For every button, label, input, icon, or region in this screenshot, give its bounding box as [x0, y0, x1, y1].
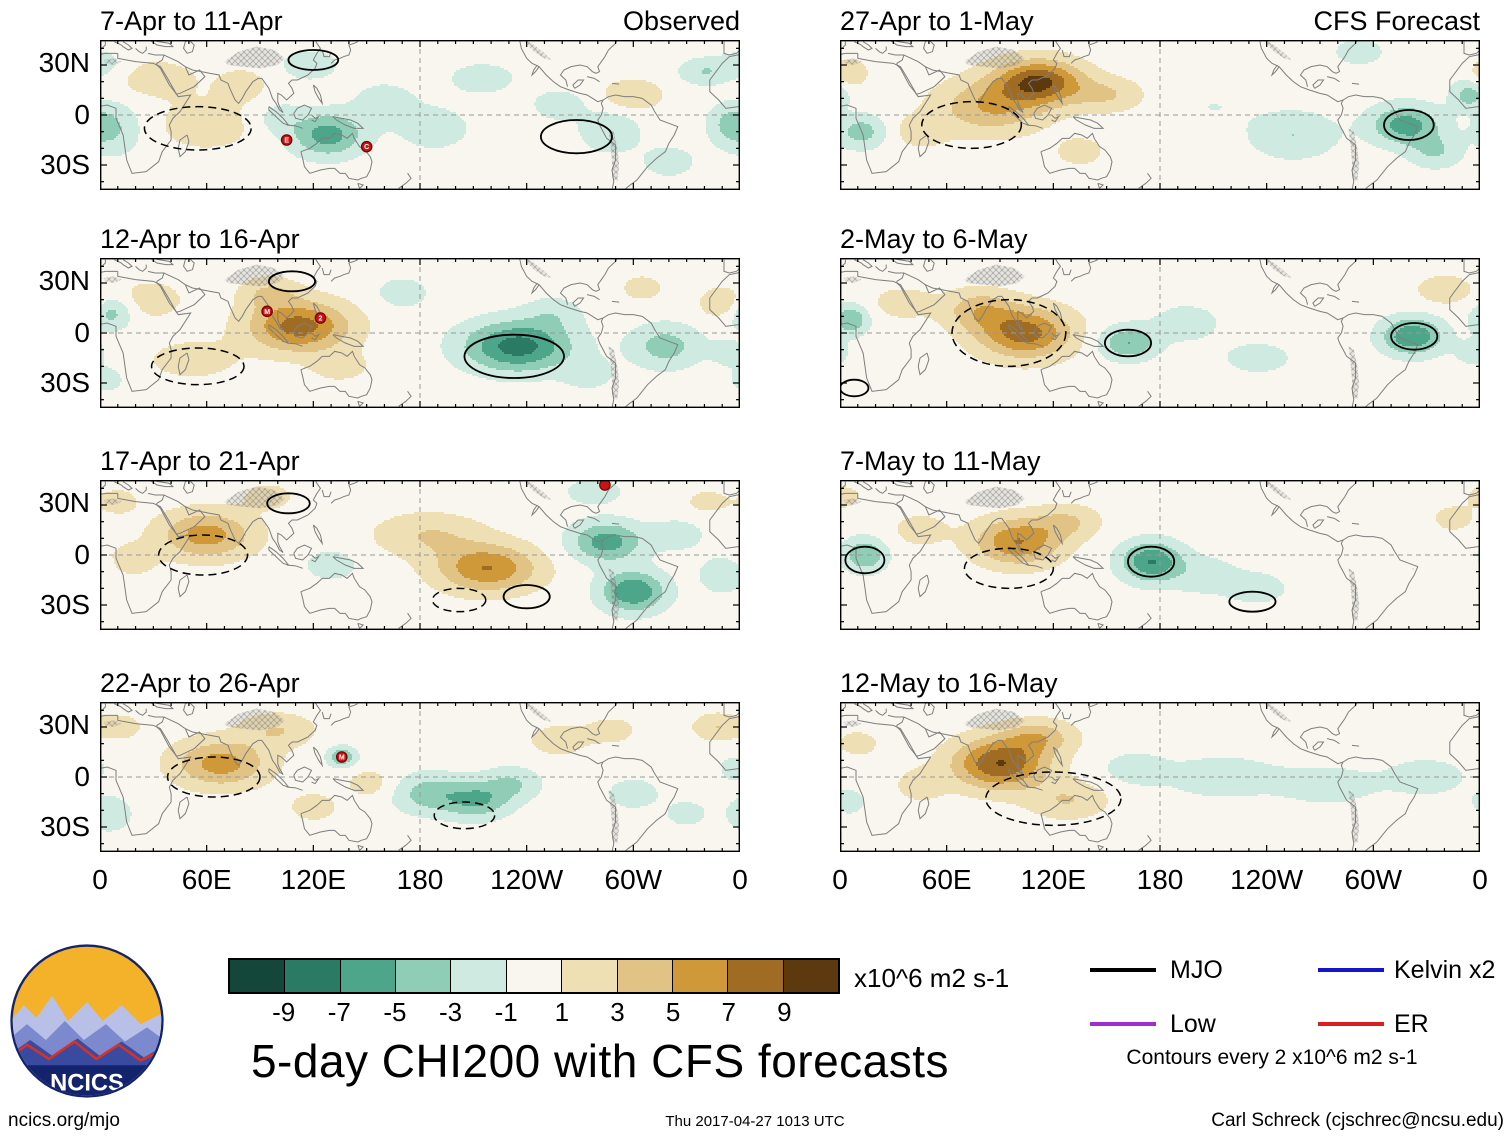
- map-canvas: [840, 702, 1480, 852]
- legend-label-kelvin: Kelvin x2: [1394, 956, 1496, 984]
- lat-tick-label: 30N: [38, 47, 90, 78]
- legend-line-kelvin: [1318, 968, 1384, 972]
- lat-tick-label: 30S: [40, 367, 90, 398]
- legend-line-er: [1318, 1022, 1384, 1026]
- panel-title: 22-Apr to 26-Apr: [100, 668, 300, 698]
- lon-tick-label: 180: [1136, 864, 1184, 895]
- lat-tick-label: 30S: [40, 149, 90, 180]
- lat-tick-label: 30N: [38, 487, 90, 518]
- colorbar-cell: [285, 960, 341, 992]
- lat-tick-label: 30S: [40, 811, 90, 842]
- panel-observed-4: 22-Apr to 26-Apr 30N 0 30S: [39, 668, 740, 852]
- colorbar-tick-label: 3: [610, 997, 625, 1027]
- colorbar-tick-label: -9: [272, 997, 296, 1027]
- colorbar-cell: [617, 960, 673, 992]
- column-label-observed: Observed: [622, 6, 740, 36]
- legend-line-low: [1090, 1022, 1156, 1026]
- panel-title: 7-May to 11-May: [840, 446, 1041, 476]
- map-canvas: [840, 480, 1480, 630]
- lat-tick-label: 0: [74, 99, 90, 130]
- colorbar-cell: [396, 960, 452, 992]
- figure-title: 5-day CHI200 with CFS forecasts: [250, 1035, 950, 1087]
- panel-title: 12-May to 16-May: [840, 668, 1058, 698]
- panel-forecast-4: 12-May to 16-May: [840, 668, 1480, 852]
- lon-tick-label: 60E: [921, 864, 972, 895]
- panel-observed-3: 17-Apr to 21-Apr 30N 0 30S: [39, 446, 740, 630]
- colorbar-ticks: -9 -7 -5 -3 -1 1 3 5 7 9: [228, 997, 840, 1027]
- lon-tick-label: 60W: [604, 864, 663, 895]
- lon-tick-label: 120W: [490, 864, 564, 895]
- lon-tick-label: 60E: [181, 864, 232, 895]
- legend-label-mjo: MJO: [1170, 956, 1223, 984]
- map-canvas: [100, 702, 740, 852]
- map-canvas: [840, 40, 1480, 190]
- column-label-forecast: CFS Forecast: [1313, 6, 1480, 36]
- colorbar-tick-label: -1: [494, 997, 518, 1027]
- legend-line-mjo: [1090, 968, 1156, 972]
- map-canvas: [100, 258, 740, 408]
- colorbar-unit: x10^6 m2 s-1: [854, 963, 1010, 993]
- lat-tick-label: 30S: [40, 589, 90, 620]
- contour-note: Contours every 2 x10^6 m2 s-1: [1126, 1046, 1418, 1069]
- lat-tick-label: 30N: [38, 709, 90, 740]
- lat-tick-label: 0: [74, 539, 90, 570]
- map-canvas: [100, 40, 740, 190]
- lon-tick-label: 60W: [1344, 864, 1403, 895]
- colorbar-cell: [783, 960, 838, 992]
- colorbar-tick-label: 1: [554, 997, 570, 1027]
- colorbar-cell: [340, 960, 397, 992]
- panel-title: 27-Apr to 1-May: [840, 6, 1034, 36]
- colorbar-tick-label: -7: [327, 997, 351, 1027]
- panel-title: 17-Apr to 21-Apr: [100, 446, 300, 476]
- colorbar-cell: [672, 960, 729, 992]
- colorbar-cell: [728, 960, 784, 992]
- lon-tick-label: 120W: [1230, 864, 1304, 895]
- colorbar-tick-label: -5: [383, 997, 407, 1027]
- footer-url: ncics.org/mjo: [8, 1110, 120, 1131]
- legend-label-er: ER: [1394, 1010, 1429, 1038]
- colorbar-tick-label: 9: [777, 997, 792, 1027]
- logo-red-line: [12, 1039, 162, 1062]
- lon-tick-label: 0: [832, 864, 848, 895]
- lon-tick-label: 120E: [280, 864, 347, 895]
- colorbar-tick-label: 5: [665, 997, 681, 1027]
- colorbar-cell: [562, 960, 618, 992]
- colorbar-cell: [451, 960, 507, 992]
- footer-author: Carl Schreck (cjschrec@ncsu.edu): [1211, 1110, 1504, 1131]
- lon-tick-label: 0: [1472, 864, 1488, 895]
- colorbar-tick-label: 7: [721, 997, 736, 1027]
- panel-title: 7-Apr to 11-Apr: [100, 6, 283, 36]
- panel-observed-2: 12-Apr to 16-Apr 30N 0 30S: [39, 224, 740, 408]
- map-canvas: [840, 258, 1480, 408]
- lat-tick-label: 0: [74, 761, 90, 792]
- lon-tick-label: 0: [732, 864, 748, 895]
- colorbar: [228, 958, 840, 994]
- footer-timestamp: Thu 2017-04-27 1013 UTC: [665, 1113, 845, 1130]
- colorbar-cell: [230, 960, 286, 992]
- colorbar-cell: [506, 960, 563, 992]
- panel-observed-1: 7-Apr to 11-Apr Observed 30N 0 30S: [39, 6, 740, 190]
- panel-forecast-1: 27-Apr to 1-May CFS Forecast: [840, 6, 1480, 190]
- legend-label-low: Low: [1170, 1010, 1216, 1038]
- colorbar-tick-label: -3: [438, 997, 463, 1027]
- panel-title: 2-May to 6-May: [840, 224, 1028, 254]
- lon-tick-label: 120E: [1020, 864, 1087, 895]
- lon-axis-observed: 0 60E 120E 180 120W 60W 0: [92, 860, 748, 902]
- lon-axis-forecast: 0 60E 120E 180 120W 60W 0: [832, 860, 1488, 902]
- lat-tick-label: 0: [74, 317, 90, 348]
- ncics-logo: NCICS: [10, 944, 164, 1098]
- lon-tick-label: 180: [396, 864, 444, 895]
- panel-title: 12-Apr to 16-Apr: [100, 224, 300, 254]
- lat-tick-label: 30N: [38, 265, 90, 296]
- panel-forecast-2: 2-May to 6-May: [840, 224, 1480, 408]
- panel-forecast-3: 7-May to 11-May: [840, 446, 1480, 630]
- map-canvas: [100, 480, 740, 630]
- lon-tick-label: 0: [92, 864, 108, 895]
